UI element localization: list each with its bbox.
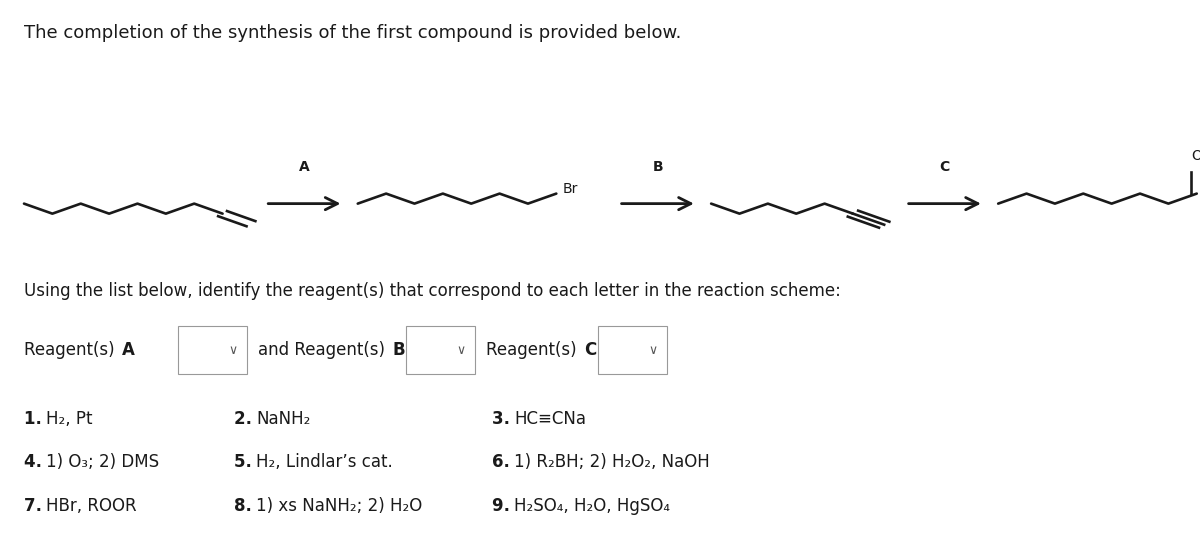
Text: Reagent(s): Reagent(s) bbox=[486, 341, 582, 359]
Text: C: C bbox=[940, 160, 950, 174]
Text: 1) O₃; 2) DMS: 1) O₃; 2) DMS bbox=[47, 453, 160, 471]
Text: 3.: 3. bbox=[492, 410, 516, 428]
Text: 2.: 2. bbox=[234, 410, 258, 428]
Text: Reagent(s): Reagent(s) bbox=[24, 341, 120, 359]
Text: ∨: ∨ bbox=[456, 344, 466, 357]
Text: Using the list below, identify the reagent(s) that correspond to each letter in : Using the list below, identify the reage… bbox=[24, 282, 841, 300]
Text: B: B bbox=[392, 341, 406, 359]
Text: C: C bbox=[584, 341, 596, 359]
Text: 7.: 7. bbox=[24, 497, 48, 515]
Text: 1) xs NaNH₂; 2) H₂O: 1) xs NaNH₂; 2) H₂O bbox=[257, 497, 422, 515]
Text: 6.: 6. bbox=[492, 453, 516, 471]
Text: The completion of the synthesis of the first compound is provided below.: The completion of the synthesis of the f… bbox=[24, 24, 682, 42]
FancyBboxPatch shape bbox=[598, 326, 667, 374]
Text: 1.: 1. bbox=[24, 410, 48, 428]
Text: HC≡CNa: HC≡CNa bbox=[515, 410, 587, 428]
Text: H₂, Lindlar’s cat.: H₂, Lindlar’s cat. bbox=[257, 453, 394, 471]
Text: Br: Br bbox=[563, 182, 577, 196]
Text: H₂, Pt: H₂, Pt bbox=[47, 410, 92, 428]
Text: and Reagent(s): and Reagent(s) bbox=[258, 341, 390, 359]
Text: O: O bbox=[1192, 149, 1200, 163]
Text: ∨: ∨ bbox=[648, 344, 658, 357]
Text: 8.: 8. bbox=[234, 497, 258, 515]
Text: H₂SO₄, H₂O, HgSO₄: H₂SO₄, H₂O, HgSO₄ bbox=[515, 497, 671, 515]
FancyBboxPatch shape bbox=[406, 326, 475, 374]
FancyBboxPatch shape bbox=[178, 326, 247, 374]
Text: A: A bbox=[122, 341, 136, 359]
Text: A: A bbox=[299, 160, 310, 174]
Text: 1) R₂BH; 2) H₂O₂, NaOH: 1) R₂BH; 2) H₂O₂, NaOH bbox=[515, 453, 710, 471]
Text: HBr, ROOR: HBr, ROOR bbox=[47, 497, 137, 515]
Text: B: B bbox=[653, 160, 664, 174]
Text: 9.: 9. bbox=[492, 497, 516, 515]
Text: 4.: 4. bbox=[24, 453, 48, 471]
Text: NaNH₂: NaNH₂ bbox=[257, 410, 311, 428]
Text: 5.: 5. bbox=[234, 453, 258, 471]
Text: ∨: ∨ bbox=[228, 344, 238, 357]
